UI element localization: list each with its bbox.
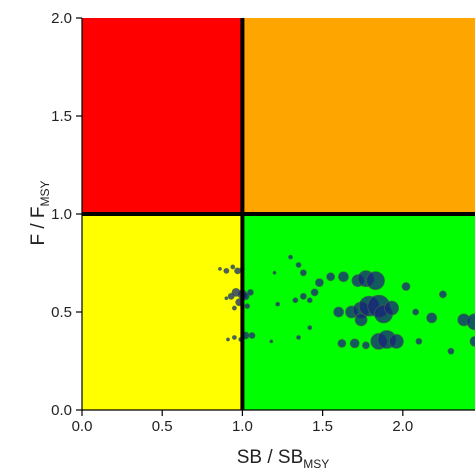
scatter-point-33 [338,271,349,283]
scatter-point-13 [244,303,251,310]
x-tick-label-0: 0.0 [72,418,93,435]
x-tick-label-2: 1.0 [232,418,253,435]
scatter-point-53 [426,312,438,324]
y-tick-label-1: 0.5 [51,304,72,321]
reference-lines [82,18,475,410]
scatter-point-37 [333,306,345,318]
scatter-point-19 [272,270,277,275]
scatter-point-21 [295,262,302,268]
y-tick-label-4: 2.0 [51,10,72,27]
scatter-point-58 [469,336,475,347]
quadrant-overfishing-only [242,18,475,214]
scatter-point-28 [306,297,313,304]
scatter-point-24 [292,297,299,304]
scatter-point-12 [231,305,237,311]
scatter-point-14 [226,337,230,342]
scatter-point-27 [315,278,324,288]
x-axis-label-main: SB / SB [237,447,304,468]
scatter-point-20 [288,254,293,260]
scatter-point-26 [310,288,319,297]
scatter-point-51 [401,282,411,291]
scatter-point-23 [275,301,281,307]
scatter-point-0 [218,266,222,271]
scatter-points [218,254,475,355]
y-axis-label-main: F / F [28,206,49,245]
y-tick-label-3: 1.5 [51,108,72,125]
x-axis-label: SB / SBMSY [237,447,330,471]
scatter-point-59 [415,337,423,345]
scatter-point-31 [307,325,313,331]
scatter-point-5 [224,296,229,301]
scatter-point-46 [349,338,360,349]
scatter-point-36 [366,271,385,291]
quadrant-overfished-only [82,214,243,410]
scatter-point-2 [230,264,236,270]
y-axis-label-sub: MSY [38,180,52,206]
y-tick-label-0: 0.0 [51,402,72,419]
scatter-point-45 [337,338,347,348]
scatter-point-22 [299,269,307,277]
quadrant-backgrounds [82,18,475,410]
scatter-point-54 [439,290,447,299]
scatter-point-1 [223,267,230,274]
y-tick-label-2: 1.0 [51,206,72,223]
scatter-point-18 [248,332,256,339]
x-tick-label-1: 0.5 [152,418,173,435]
scatter-point-44 [354,313,368,327]
scatter-point-55 [447,347,455,355]
x-tick-label-3: 1.5 [312,418,333,435]
x-tick-label-4: 2.0 [392,418,413,435]
scatter-point-52 [412,308,420,316]
scatter-point-11 [247,288,254,296]
scatter-point-57 [466,313,475,331]
scatter-point-43 [384,300,399,316]
scatter-point-30 [296,335,301,340]
scatter-point-29 [269,339,274,344]
scatter-point-47 [362,341,370,350]
axes: 0.0 0.5 1.0 1.5 2.0 0.0 0.5 1.0 1.5 2.0 [51,10,475,435]
scatter-point-3 [234,267,241,275]
y-axis-label: F / FMSY [28,180,52,245]
x-axis-label-sub: MSY [303,457,329,471]
scatter-point-50 [388,333,404,349]
scatter-point-25 [299,292,307,300]
scatter-point-15 [231,335,237,340]
scatter-point-32 [326,272,336,282]
quadrant-overfished-and-overfishing [82,18,243,214]
